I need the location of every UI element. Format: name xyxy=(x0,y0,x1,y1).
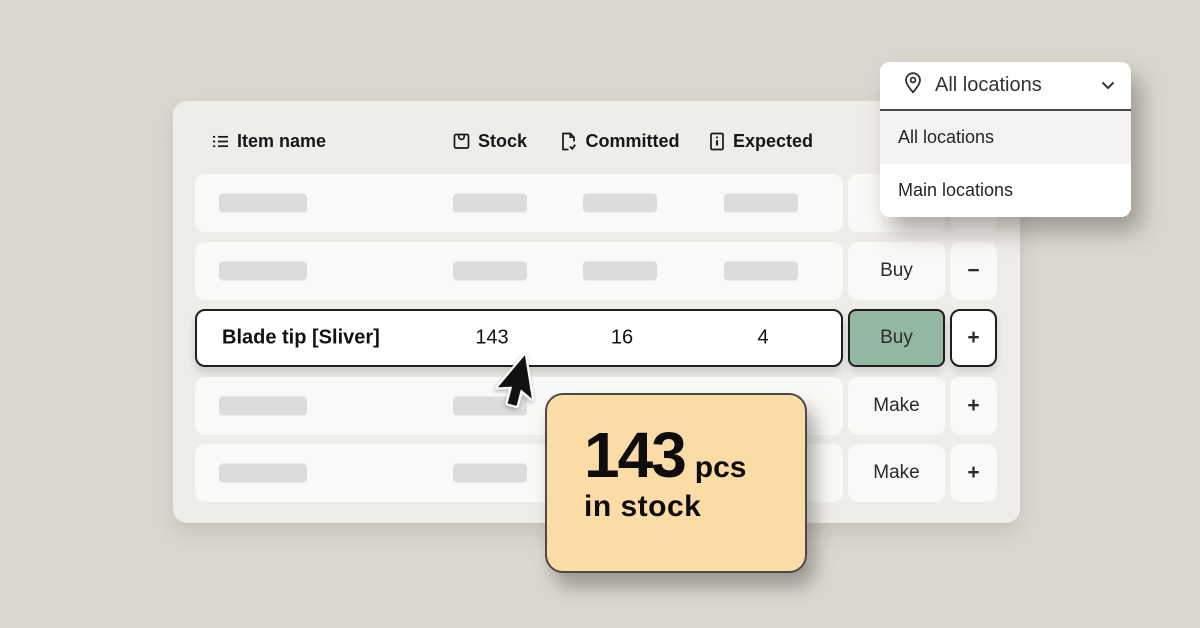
placeholder-bar xyxy=(453,193,527,213)
column-header-label: Expected xyxy=(732,130,814,151)
placeholder-bar xyxy=(453,261,527,281)
column-header-label: Stock xyxy=(477,130,528,151)
stock-tooltip-caption: in stock xyxy=(584,489,702,523)
locations-dropdown-trigger[interactable]: All locations xyxy=(880,62,1131,111)
column-header-committed: Committed xyxy=(561,120,680,162)
make-button[interactable]: Make xyxy=(848,444,945,502)
increase-quantity-button[interactable]: + xyxy=(950,377,997,435)
locations-dropdown: All locations All locations Main locatio… xyxy=(880,62,1131,217)
stock-value: 143 xyxy=(475,326,509,349)
mouse-cursor-icon xyxy=(477,346,562,432)
table-header-row: Item name Stock xyxy=(173,120,1020,162)
decrease-quantity-button[interactable]: − xyxy=(950,242,997,300)
placeholder-bar xyxy=(453,463,527,483)
item-row-blade-tip[interactable]: Blade tip [Sliver] 143 16 4 xyxy=(195,309,843,367)
increase-quantity-button[interactable]: + xyxy=(950,309,997,367)
dropdown-option-main-locations[interactable]: Main locations xyxy=(880,164,1131,217)
stock-tooltip-value: 143 xyxy=(584,419,687,491)
stock-tooltip: 143 pcs in stock xyxy=(545,393,807,573)
placeholder-bar xyxy=(219,463,307,483)
placeholder-bar xyxy=(724,261,798,281)
table-row-selected: Blade tip [Sliver] 143 16 4 Buy + xyxy=(173,309,1020,367)
stock-tooltip-unit: pcs xyxy=(694,451,747,484)
committed-value: 16 xyxy=(610,326,634,349)
document-check-icon xyxy=(561,132,578,151)
package-icon xyxy=(453,132,470,150)
selected-location-label: All locations xyxy=(935,74,1042,96)
column-header-label: Committed xyxy=(585,130,680,151)
placeholder-bar xyxy=(219,193,307,213)
row-skeleton-cells xyxy=(195,242,843,300)
table-row: Buy − xyxy=(173,242,1020,300)
row-skeleton-cells xyxy=(195,174,843,232)
dropdown-option-all-locations[interactable]: All locations xyxy=(880,111,1131,164)
increase-quantity-button[interactable]: + xyxy=(950,444,997,502)
expected-value: 4 xyxy=(757,326,769,349)
placeholder-bar xyxy=(583,193,657,213)
placeholder-bar xyxy=(219,261,307,281)
buy-button[interactable]: Buy xyxy=(848,242,945,300)
column-header-expected: Expected xyxy=(709,120,813,162)
table-row xyxy=(173,174,1020,232)
column-header-label: Item name xyxy=(237,130,327,151)
buy-button-highlighted[interactable]: Buy xyxy=(848,309,945,367)
chevron-down-icon xyxy=(1101,77,1115,95)
list-icon xyxy=(212,133,229,150)
placeholder-bar xyxy=(583,261,657,281)
placeholder-bar xyxy=(219,396,307,416)
make-button[interactable]: Make xyxy=(848,377,945,435)
location-pin-icon xyxy=(902,71,924,100)
document-info-icon xyxy=(709,132,725,151)
item-name-value: Blade tip [Sliver] xyxy=(222,326,380,349)
placeholder-bar xyxy=(724,193,798,213)
column-header-item-name: Item name xyxy=(212,120,326,162)
column-header-stock: Stock xyxy=(453,120,527,162)
